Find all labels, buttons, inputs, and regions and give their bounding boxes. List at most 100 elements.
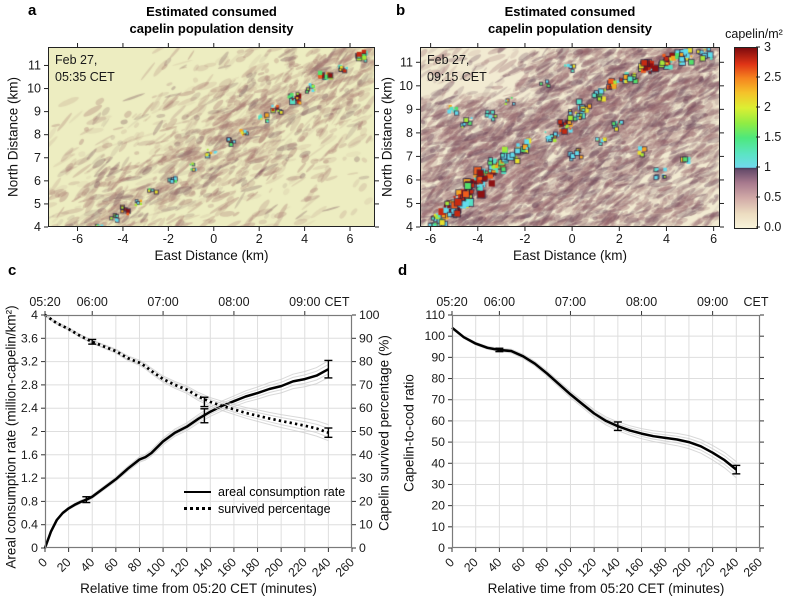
- svg-text:70: 70: [359, 378, 373, 392]
- svg-text:9: 9: [406, 102, 413, 116]
- svg-text:100: 100: [359, 308, 380, 322]
- svg-text:0: 0: [442, 555, 457, 570]
- panel-a-title: Estimated consumed capelin population de…: [48, 3, 375, 37]
- panel-a-title-line2: capelin population density: [129, 21, 294, 36]
- svg-text:260: 260: [741, 555, 766, 580]
- svg-text:6: 6: [347, 232, 354, 246]
- svg-text:40: 40: [78, 555, 98, 575]
- svg-text:05:20: 05:20: [29, 295, 60, 309]
- svg-text:260: 260: [333, 555, 358, 580]
- svg-text:7: 7: [406, 149, 413, 163]
- svg-text:180: 180: [238, 555, 263, 580]
- svg-text:2: 2: [764, 100, 771, 114]
- panel-c-xlabel: Relative time from 05:20 CET (minutes): [80, 581, 317, 596]
- svg-text:10: 10: [27, 82, 41, 96]
- svg-text:60: 60: [509, 555, 529, 575]
- svg-text:220: 220: [285, 555, 310, 580]
- svg-text:50: 50: [431, 435, 445, 449]
- svg-text:-4: -4: [117, 232, 128, 246]
- svg-text:10: 10: [431, 520, 445, 534]
- panel-d-ylabel: Capelin-to-cod ratio: [401, 374, 417, 492]
- svg-text:80: 80: [125, 555, 145, 575]
- svg-text:200: 200: [670, 555, 695, 580]
- panel-b-title: Estimated consumed capelin population de…: [420, 3, 720, 37]
- svg-text:80: 80: [359, 355, 373, 369]
- svg-text:0.4: 0.4: [21, 518, 38, 532]
- svg-text:80: 80: [431, 372, 445, 386]
- svg-text:10: 10: [399, 79, 413, 93]
- svg-text:60: 60: [431, 414, 445, 428]
- svg-text:07:00: 07:00: [147, 295, 178, 309]
- svg-text:06:00: 06:00: [484, 295, 515, 309]
- svg-text:200: 200: [262, 555, 287, 580]
- svg-text:240: 240: [717, 555, 742, 580]
- legend-label-consumption: areal consumption rate: [218, 484, 346, 499]
- svg-text:0: 0: [35, 555, 50, 570]
- svg-text:3: 3: [764, 40, 771, 54]
- svg-text:100: 100: [424, 329, 445, 343]
- svg-text:-6: -6: [72, 232, 83, 246]
- svg-text:70: 70: [431, 393, 445, 407]
- svg-text:20: 20: [431, 499, 445, 513]
- svg-text:2: 2: [256, 232, 263, 246]
- svg-text:4: 4: [406, 220, 413, 234]
- svg-text:140: 140: [191, 555, 216, 580]
- svg-text:110: 110: [425, 308, 445, 322]
- panel-c-ylabel-left: Areal consumption rate (million-capelin/…: [3, 305, 19, 569]
- colorbar: [734, 47, 758, 229]
- svg-text:6: 6: [34, 174, 41, 188]
- svg-text:30: 30: [431, 477, 445, 491]
- panel-c-ylabel-right: Capelin survived percentage (%): [376, 335, 392, 531]
- svg-text:30: 30: [359, 471, 373, 485]
- svg-text:1.5: 1.5: [764, 130, 781, 144]
- dotted-line-sample: [184, 507, 211, 510]
- svg-text:09:00: 09:00: [697, 295, 728, 309]
- svg-text:4: 4: [31, 308, 38, 322]
- svg-text:-2: -2: [519, 232, 530, 246]
- svg-text:2.5: 2.5: [764, 70, 781, 84]
- panel-a-title-line1: Estimated consumed: [146, 4, 277, 19]
- svg-text:5: 5: [34, 197, 41, 211]
- svg-text:120: 120: [575, 555, 600, 580]
- svg-text:180: 180: [646, 555, 671, 580]
- svg-text:240: 240: [309, 555, 334, 580]
- svg-text:220: 220: [693, 555, 718, 580]
- svg-text:20: 20: [359, 494, 373, 508]
- svg-text:-6: -6: [425, 232, 436, 246]
- svg-text:0.5: 0.5: [764, 190, 781, 204]
- svg-text:90: 90: [359, 331, 373, 345]
- svg-text:-4: -4: [472, 232, 483, 246]
- legend-row-survived: survived percentage: [184, 500, 345, 517]
- svg-text:0: 0: [438, 541, 445, 555]
- svg-text:06:00: 06:00: [77, 295, 108, 309]
- solid-line-sample: [184, 490, 211, 493]
- svg-text:0.8: 0.8: [21, 494, 38, 508]
- panel-b-title-line2: capelin population density: [488, 21, 652, 36]
- svg-text:1.6: 1.6: [21, 448, 38, 462]
- svg-text:CET: CET: [743, 295, 768, 309]
- panel-b-letter: b: [396, 2, 406, 19]
- panel-b-timestamp-line1: Feb 27,: [427, 53, 470, 67]
- svg-text:120: 120: [167, 555, 192, 580]
- panel-a-timestamp: Feb 27, 05:35 CET: [55, 52, 115, 86]
- svg-text:07:00: 07:00: [555, 295, 586, 309]
- svg-text:6: 6: [406, 173, 413, 187]
- svg-text:2.8: 2.8: [21, 378, 38, 392]
- colorbar-title: capelin/m²: [725, 27, 783, 41]
- svg-text:11: 11: [28, 58, 41, 72]
- svg-text:0: 0: [569, 232, 576, 246]
- svg-text:05:20: 05:20: [436, 295, 467, 309]
- svg-text:1: 1: [764, 160, 771, 174]
- panel-b-ylabel: North Distance (km): [379, 76, 395, 198]
- panel-c-legend: areal consumption rate survived percenta…: [184, 483, 345, 517]
- svg-text:4: 4: [663, 232, 670, 246]
- svg-text:100: 100: [144, 555, 169, 580]
- svg-text:1.2: 1.2: [21, 471, 38, 485]
- svg-text:140: 140: [599, 555, 624, 580]
- svg-text:4: 4: [34, 220, 41, 234]
- svg-text:2.4: 2.4: [21, 401, 38, 415]
- svg-text:160: 160: [215, 555, 240, 580]
- panel-a-letter: a: [28, 2, 37, 19]
- svg-text:09:00: 09:00: [289, 295, 320, 309]
- svg-text:5: 5: [406, 196, 413, 210]
